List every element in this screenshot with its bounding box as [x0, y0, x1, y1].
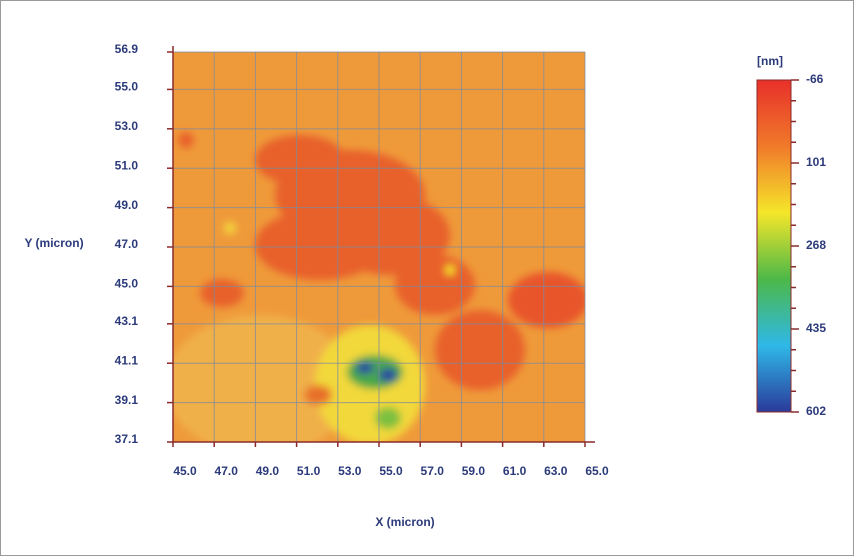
colorbar-label: [nm]: [757, 54, 783, 68]
x-tick-label: 47.0: [215, 464, 239, 478]
region: [178, 132, 194, 148]
y-tick-label: 41.1: [115, 353, 139, 367]
colorbar-tick-label: 602: [806, 404, 826, 418]
region: [224, 222, 236, 234]
y-tick-label: 45.0: [115, 277, 139, 291]
region: [356, 362, 374, 374]
colorbar-tick-label: 268: [806, 238, 826, 252]
region: [445, 265, 455, 275]
y-tick-label: 43.1: [115, 314, 139, 328]
y-axis-label: Y (micron): [24, 236, 83, 250]
x-tick-label: 51.0: [297, 464, 321, 478]
region: [379, 368, 397, 382]
colorbar: [757, 80, 791, 412]
x-tick-label: 63.0: [544, 464, 568, 478]
y-tick-label: 47.0: [115, 237, 139, 251]
x-tick-label: 49.0: [256, 464, 280, 478]
y-tick-label: 56.9: [115, 42, 139, 56]
region: [304, 385, 332, 405]
x-tick-label: 57.0: [421, 464, 445, 478]
region: [508, 272, 588, 328]
colorbar-tick-label: -66: [806, 72, 824, 86]
x-axis-label: X (micron): [375, 515, 434, 529]
y-tick-label: 49.0: [115, 198, 139, 212]
y-tick-label: 55.0: [115, 80, 139, 94]
x-tick-label: 59.0: [462, 464, 486, 478]
x-tick-label: 53.0: [338, 464, 362, 478]
heatmap: [165, 52, 588, 455]
y-tick-label: 53.0: [115, 119, 139, 133]
x-tick-label: 55.0: [379, 464, 403, 478]
y-tick-label: 37.1: [115, 432, 139, 446]
x-tick-label: 45.0: [173, 464, 197, 478]
x-tick-label: 61.0: [503, 464, 527, 478]
region: [200, 279, 244, 307]
x-tick-label: 65.0: [585, 464, 609, 478]
chart: Y (micron) X (micron) [nm] 45.0 47.0 49.0 5…: [0, 0, 854, 556]
region: [395, 255, 475, 315]
y-tick-label: 39.1: [115, 393, 139, 407]
y-tick-label: 51.0: [115, 158, 139, 172]
region: [435, 310, 525, 390]
colorbar-tick-label: 435: [806, 321, 826, 335]
region: [255, 210, 385, 280]
colorbar-tick-label: 101: [806, 155, 826, 169]
